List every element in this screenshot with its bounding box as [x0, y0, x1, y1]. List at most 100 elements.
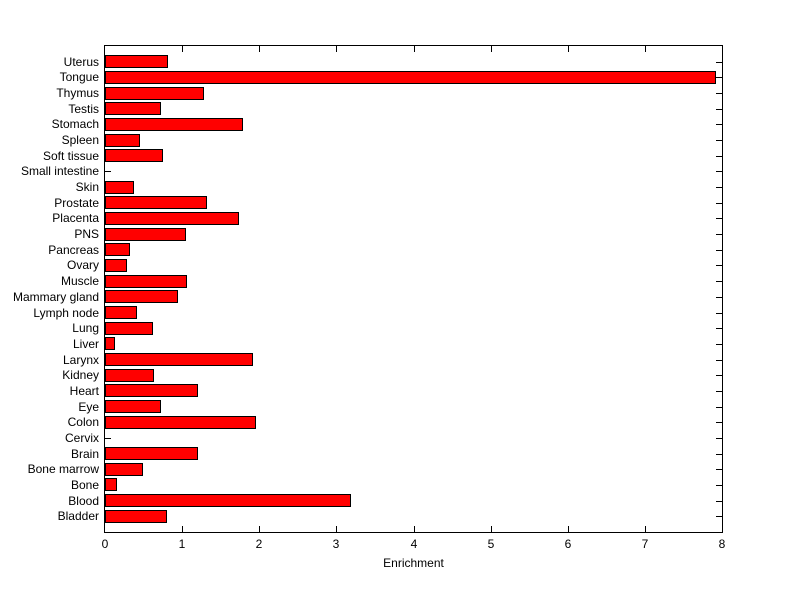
x-tick-label: 8 — [718, 537, 726, 551]
y-tick-left — [105, 438, 111, 439]
x-tick-top — [414, 46, 415, 52]
y-tick-right — [716, 328, 722, 329]
y-tick-right — [716, 156, 722, 157]
x-tick-top — [491, 46, 492, 52]
bar-tongue — [105, 71, 716, 84]
bar-eye — [105, 400, 161, 413]
x-tick-bottom — [414, 526, 415, 532]
bar-soft-tissue — [105, 149, 163, 162]
x-tick-bottom — [336, 526, 337, 532]
y-tick-label-bladder: Bladder — [57, 509, 99, 523]
y-tick-right — [716, 187, 722, 188]
y-tick-right — [716, 281, 722, 282]
x-tick-top — [336, 46, 337, 52]
y-tick-left — [105, 171, 111, 172]
y-tick-label-larynx: Larynx — [62, 353, 99, 367]
y-tick-right — [716, 265, 722, 266]
x-tick-label: 0 — [101, 537, 109, 551]
bar-pns — [105, 228, 186, 241]
y-tick-right — [716, 140, 722, 141]
y-tick-label-lymph-node: Lymph node — [33, 306, 99, 320]
y-tick-label-placenta: Placenta — [52, 211, 99, 225]
x-tick-label: 7 — [641, 537, 649, 551]
y-tick-label-ovary: Ovary — [66, 258, 99, 272]
y-tick-right — [716, 454, 722, 455]
bar-uterus — [105, 55, 168, 68]
x-tick-top — [645, 46, 646, 52]
y-tick-label-soft-tissue: Soft tissue — [42, 149, 99, 163]
y-tick-label-mammary-gland: Mammary gland — [12, 290, 99, 304]
bar-mammary-gland — [105, 290, 178, 303]
bar-blood — [105, 494, 351, 507]
bar-pancreas — [105, 243, 130, 256]
y-tick-label-heart: Heart — [69, 384, 99, 398]
bar-stomach — [105, 118, 243, 131]
y-tick-label-spleen: Spleen — [61, 133, 99, 147]
x-tick-label: 5 — [487, 537, 495, 551]
bar-muscle — [105, 275, 187, 288]
x-tick-label: 4 — [410, 537, 418, 551]
bar-liver — [105, 337, 115, 350]
y-tick-label-prostate: Prostate — [54, 196, 99, 210]
bar-bladder — [105, 510, 167, 523]
y-tick-right — [716, 407, 722, 408]
y-tick-right — [716, 469, 722, 470]
x-axis-title: Enrichment — [383, 556, 444, 570]
x-tick-bottom — [182, 526, 183, 532]
y-tick-label-kidney: Kidney — [62, 368, 99, 382]
y-tick-label-liver: Liver — [72, 337, 99, 351]
y-tick-right — [716, 203, 722, 204]
y-tick-label-cervix: Cervix — [64, 431, 99, 445]
bar-brain — [105, 447, 198, 460]
x-tick-bottom — [259, 526, 260, 532]
y-tick-right — [716, 62, 722, 63]
y-tick-right — [716, 313, 722, 314]
y-tick-right — [716, 501, 722, 502]
y-tick-label-tongue: Tongue — [59, 70, 99, 84]
x-tick-label: 6 — [564, 537, 572, 551]
x-tick-bottom — [491, 526, 492, 532]
x-tick-top — [259, 46, 260, 52]
x-tick-label: 1 — [178, 537, 186, 551]
y-tick-label-thymus: Thymus — [56, 86, 99, 100]
y-tick-right — [716, 375, 722, 376]
y-tick-label-blood: Blood — [68, 494, 99, 508]
y-tick-label-bone-marrow: Bone marrow — [27, 462, 99, 476]
bar-larynx — [105, 353, 253, 366]
x-tick-label: 2 — [255, 537, 263, 551]
bar-lymph-node — [105, 306, 137, 319]
y-tick-label-colon: Colon — [67, 415, 99, 429]
bar-placenta — [105, 212, 239, 225]
y-tick-right — [716, 344, 722, 345]
y-tick-right — [716, 234, 722, 235]
y-tick-right — [716, 171, 722, 172]
x-tick-top — [568, 46, 569, 52]
y-tick-right — [716, 77, 722, 78]
bar-heart — [105, 384, 198, 397]
x-tick-bottom — [568, 526, 569, 532]
y-tick-right — [716, 218, 722, 219]
y-tick-right — [716, 297, 722, 298]
bar-testis — [105, 102, 161, 115]
y-tick-label-stomach: Stomach — [51, 117, 99, 131]
y-tick-label-small-intestine: Small intestine — [20, 164, 99, 178]
bar-skin — [105, 181, 134, 194]
y-tick-right — [716, 438, 722, 439]
x-tick-label: 3 — [332, 537, 340, 551]
y-tick-label-lung: Lung — [72, 321, 99, 335]
bar-prostate — [105, 196, 207, 209]
y-tick-right — [716, 109, 722, 110]
bar-lung — [105, 322, 153, 335]
bar-kidney — [105, 369, 154, 382]
bar-bone — [105, 478, 117, 491]
y-tick-label-muscle: Muscle — [60, 274, 99, 288]
bar-thymus — [105, 87, 204, 100]
y-tick-label-pns: PNS — [74, 227, 99, 241]
y-tick-right — [716, 422, 722, 423]
plot-area — [104, 45, 723, 533]
y-tick-right — [716, 516, 722, 517]
y-tick-right — [716, 485, 722, 486]
y-tick-label-skin: Skin — [75, 180, 99, 194]
y-tick-right — [716, 93, 722, 94]
